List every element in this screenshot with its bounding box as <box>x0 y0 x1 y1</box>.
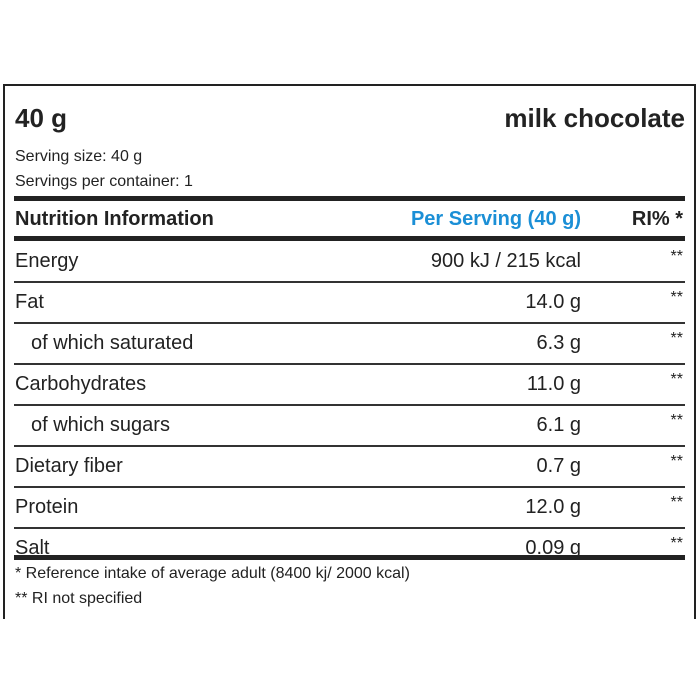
nutrient-ri: ** <box>670 535 683 552</box>
nutrient-value: 11.0 g <box>526 373 581 395</box>
header-rule <box>14 196 685 201</box>
table-row: Carbohydrates 11.0 g ** <box>14 365 685 406</box>
nutrient-value: 900 kJ / 215 kcal <box>430 250 581 272</box>
table-row: of which sugars 6.1 g ** <box>14 406 685 447</box>
nutrient-name: of which saturated <box>31 332 194 354</box>
column-header-nutrient: Nutrition Information <box>15 208 214 230</box>
title-row: 40 g milk chocolate <box>14 103 685 137</box>
nutrient-ri: ** <box>670 330 683 347</box>
table-bottom-rule <box>14 555 685 560</box>
serving-size: Serving size: 40 g <box>15 148 143 165</box>
nutrient-rows: Energy 900 kJ / 215 kcal ** Fat 14.0 g *… <box>14 242 685 568</box>
nutrient-value: 6.1 g <box>536 414 581 436</box>
nutrient-name: Fat <box>15 291 44 313</box>
nutrient-ri: ** <box>670 289 683 306</box>
nutrient-value: 0.09 g <box>525 537 581 559</box>
footnote-ri-not-specified: ** RI not specified <box>15 590 143 607</box>
nutrient-name: Salt <box>15 537 50 559</box>
table-row: Fat 14.0 g ** <box>14 283 685 324</box>
nutrient-value: 0.7 g <box>536 455 581 477</box>
column-header-rule <box>14 236 685 241</box>
table-row: Energy 900 kJ / 215 kcal ** <box>14 242 685 283</box>
nutrient-ri: ** <box>670 371 683 388</box>
table-row: Salt 0.09 g ** <box>14 529 685 568</box>
table-row: Protein 12.0 g ** <box>14 488 685 529</box>
servings-per-container: Servings per container: 1 <box>15 173 193 190</box>
nutrient-ri: ** <box>670 494 683 511</box>
package-size: 40 g <box>15 103 68 133</box>
nutrient-ri: ** <box>670 453 683 470</box>
product-name: milk chocolate <box>504 103 685 133</box>
nutrient-value: 12.0 g <box>525 496 581 518</box>
nutrition-label: 40 g milk chocolate Serving size: 40 g S… <box>3 84 696 619</box>
column-header-ri: RI% * <box>631 208 683 230</box>
nutrient-ri: ** <box>670 248 683 265</box>
table-row: of which saturated 6.3 g ** <box>14 324 685 365</box>
table-row: Dietary fiber 0.7 g ** <box>14 447 685 488</box>
footnote-reference: * Reference intake of average adult (840… <box>15 565 410 582</box>
table-header-row: Nutrition Information Per Serving (40 g)… <box>14 202 685 242</box>
nutrient-name: Dietary fiber <box>15 455 123 477</box>
nutrient-ri: ** <box>670 412 683 429</box>
nutrient-name: of which sugars <box>31 414 170 436</box>
nutrient-name: Energy <box>15 250 79 272</box>
nutrient-name: Protein <box>15 496 79 518</box>
nutrient-value: 14.0 g <box>525 291 581 313</box>
column-header-per-serving: Per Serving (40 g) <box>410 208 581 230</box>
nutrient-name: Carbohydrates <box>15 373 147 395</box>
nutrient-value: 6.3 g <box>536 332 581 354</box>
